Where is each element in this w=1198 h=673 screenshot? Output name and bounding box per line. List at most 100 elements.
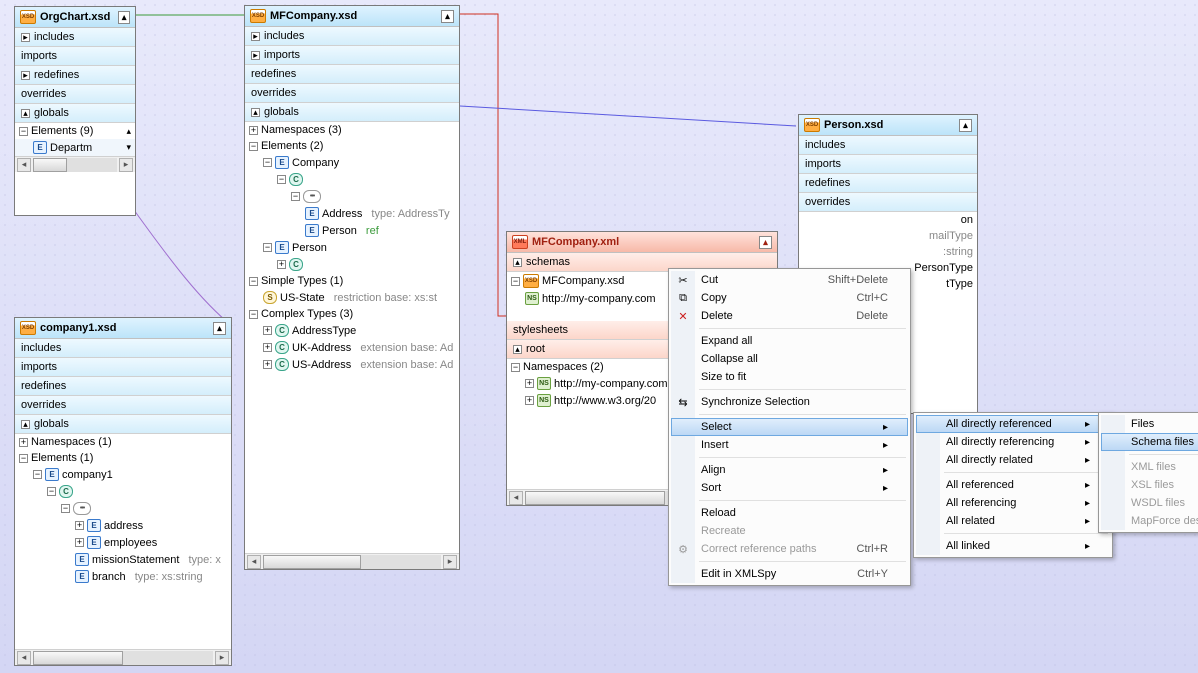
scroll-left-button[interactable]: ◂ (17, 651, 31, 665)
panel-title-person[interactable]: XSD Person.xsd ▴ (799, 115, 977, 136)
menu-item-all-related[interactable]: All related▸ (916, 512, 1110, 530)
rollup-button[interactable]: ▴ (959, 119, 972, 132)
elements-node[interactable]: − Elements (9) ▴ (15, 123, 135, 139)
namespaces-node[interactable]: +Namespaces (1) (15, 434, 231, 450)
menu-item-edit-in-xmlspy[interactable]: Edit in XMLSpyCtrl+Y (671, 565, 908, 583)
scroll-right-button[interactable]: ▸ (215, 651, 229, 665)
panel-title-mfcompany-xsd[interactable]: XSD MFCompany.xsd ▴ (245, 6, 459, 27)
scroll-right-button[interactable]: ▸ (443, 555, 457, 569)
panel-title-orgchart[interactable]: XSD OrgChart.xsd ▴ (15, 7, 135, 28)
section-globals[interactable]: ▴globals (245, 103, 459, 122)
menu-item-cut[interactable]: ✂CutShift+Delete (671, 271, 908, 289)
complex-content[interactable]: −C (245, 171, 459, 188)
menu-item-all-directly-referencing[interactable]: All directly referencing▸ (916, 433, 1110, 451)
select-submenu[interactable]: All directly referenced▸All directly ref… (913, 412, 1113, 558)
menu-item-size-to-fit[interactable]: Size to fit (671, 368, 908, 386)
scroll-left-button[interactable]: ◂ (247, 555, 261, 569)
element-address[interactable]: +Eaddress (15, 517, 231, 534)
menu-item-all-linked[interactable]: All linked▸ (916, 537, 1110, 555)
menu-item-collapse-all[interactable]: Collapse all (671, 350, 908, 368)
sequence[interactable]: − (245, 188, 459, 205)
rollup-button[interactable]: ▴ (118, 11, 130, 24)
section-globals[interactable]: ▴globals (15, 104, 135, 123)
section-overrides[interactable]: overrides (799, 193, 977, 212)
section-includes[interactable]: includes (15, 339, 231, 358)
element-mission[interactable]: EmissionStatement type: x (15, 551, 231, 568)
rollup-button[interactable]: ▴ (213, 322, 226, 335)
element-company1[interactable]: −Ecompany1 (15, 466, 231, 483)
section-overrides[interactable]: overrides (15, 396, 231, 415)
menu-item-all-referenced[interactable]: All referenced▸ (916, 476, 1110, 494)
section-globals[interactable]: ▴globals (15, 415, 231, 434)
section-imports[interactable]: ▸imports (245, 46, 459, 65)
complex-content[interactable]: −C (15, 483, 231, 500)
menu-item-all-directly-referenced[interactable]: All directly referenced▸ (916, 415, 1110, 433)
section-includes[interactable]: includes (799, 136, 977, 155)
ct-usaddress[interactable]: +CUS-Address extension base: Ad (245, 356, 459, 373)
menu-item-all-referencing[interactable]: All referencing▸ (916, 494, 1110, 512)
section-redefines[interactable]: ▸redefines (15, 66, 135, 85)
panel-orgchart[interactable]: XSD OrgChart.xsd ▴ ▸includes imports ▸re… (14, 6, 136, 216)
menu-item-sort[interactable]: Sort▸ (671, 479, 908, 497)
complextypes-node[interactable]: −Complex Types (3) (245, 306, 459, 322)
hscroll[interactable]: ◂ ▸ (15, 649, 231, 665)
scroll-right-button[interactable]: ▸ (119, 158, 133, 172)
elements-node[interactable]: −Elements (1) (15, 450, 231, 466)
sequence[interactable]: − (15, 500, 231, 517)
menu-item-expand-all[interactable]: Expand all (671, 332, 908, 350)
element-address[interactable]: EAddress type: AddressTy (245, 205, 459, 222)
simpletype-usstate[interactable]: SUS-State restriction base: xs:st (245, 289, 459, 306)
element-employees[interactable]: +Eemployees (15, 534, 231, 551)
element-company[interactable]: −ECompany (245, 154, 459, 171)
menu-item-insert[interactable]: Insert▸ (671, 436, 908, 454)
expander[interactable]: ▸ (21, 33, 30, 42)
menu-item-copy[interactable]: ⧉CopyCtrl+C (671, 289, 908, 307)
menu-item-schema-files[interactable]: Schema files (1101, 433, 1198, 451)
scroll-down-icon[interactable]: ▾ (126, 142, 131, 153)
menu-item-synchronize-selection[interactable]: ⇆Synchronize Selection (671, 393, 908, 411)
expander[interactable]: ▴ (21, 109, 30, 118)
elements-node[interactable]: −Elements (2) (245, 138, 459, 154)
element-department[interactable]: E Departm ▾ (15, 139, 135, 156)
element-branch[interactable]: Ebranch type: xs:string (15, 568, 231, 585)
section-redefines[interactable]: redefines (15, 377, 231, 396)
files-submenu[interactable]: FilesSchema filesXML filesXSL filesWSDL … (1098, 412, 1198, 533)
panel-title-company1[interactable]: XSD company1.xsd ▴ (15, 318, 231, 339)
expander[interactable]: ▸ (21, 71, 30, 80)
menu-item-reload[interactable]: Reload (671, 504, 908, 522)
context-menu[interactable]: ✂CutShift+Delete⧉CopyCtrl+C✕DeleteDelete… (668, 268, 911, 586)
section-overrides[interactable]: overrides (15, 85, 135, 104)
hscroll[interactable]: ◂ ▸ (15, 156, 135, 172)
expander[interactable]: − (19, 127, 28, 136)
ct-addresstype[interactable]: +CAddressType (245, 322, 459, 339)
ct-ukaddress[interactable]: +CUK-Address extension base: Ad (245, 339, 459, 356)
scroll-up-icon[interactable]: ▴ (126, 126, 131, 137)
section-imports[interactable]: imports (15, 358, 231, 377)
element-person2[interactable]: −EPerson (245, 239, 459, 256)
complex-content2[interactable]: +C (245, 256, 459, 273)
section-redefines[interactable]: redefines (799, 174, 977, 193)
menu-item-files[interactable]: Files (1101, 415, 1198, 433)
panel-mfcompany-xsd[interactable]: XSD MFCompany.xsd ▴ ▸includes ▸imports r… (244, 5, 460, 570)
section-overrides[interactable]: overrides (245, 84, 459, 103)
element-person[interactable]: EPerson ref (245, 222, 459, 239)
section-imports[interactable]: imports (15, 47, 135, 66)
scroll-track[interactable] (33, 158, 117, 172)
menu-item-delete[interactable]: ✕DeleteDelete (671, 307, 908, 325)
scroll-left-button[interactable]: ◂ (17, 158, 31, 172)
hscroll[interactable]: ◂ ▸ (245, 553, 459, 569)
panel-title-mfcompany-xml[interactable]: XML MFCompany.xml ▴ (507, 232, 777, 253)
menu-item-align[interactable]: Align▸ (671, 461, 908, 479)
namespaces-node[interactable]: +Namespaces (3) (245, 122, 459, 138)
section-includes[interactable]: ▸includes (15, 28, 135, 47)
scroll-left-button[interactable]: ◂ (509, 491, 523, 505)
panel-company1[interactable]: XSD company1.xsd ▴ includes imports rede… (14, 317, 232, 666)
section-redefines[interactable]: redefines (245, 65, 459, 84)
menu-item-all-directly-related[interactable]: All directly related▸ (916, 451, 1110, 469)
section-imports[interactable]: imports (799, 155, 977, 174)
rollup-button[interactable]: ▴ (441, 10, 454, 23)
rollup-button[interactable]: ▴ (759, 236, 772, 249)
menu-item-select[interactable]: Select▸ (671, 418, 908, 436)
section-includes[interactable]: ▸includes (245, 27, 459, 46)
simpletypes-node[interactable]: −Simple Types (1) (245, 273, 459, 289)
